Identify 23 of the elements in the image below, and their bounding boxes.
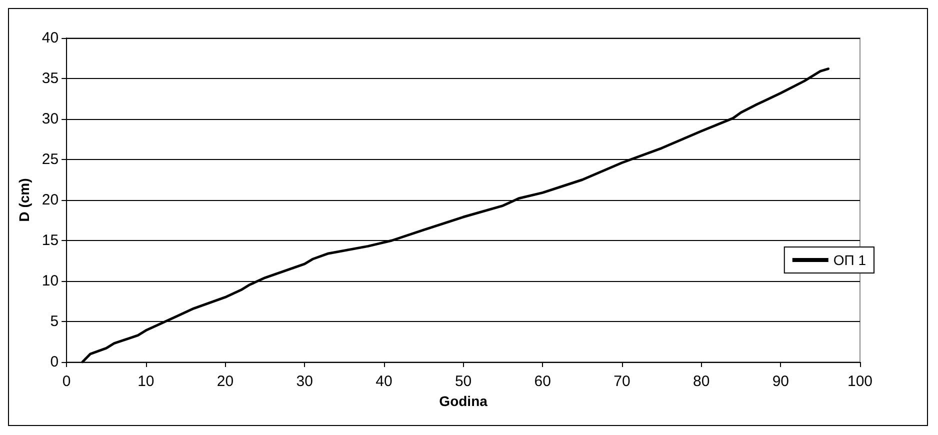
y-tick-label: 0	[50, 354, 59, 370]
y-axis-title: D (cm)	[16, 178, 32, 222]
x-tick-label: 60	[534, 373, 551, 390]
x-tick-label: 0	[62, 373, 71, 390]
y-tick-label: 30	[42, 110, 59, 128]
y-tick-label: 5	[50, 313, 59, 330]
x-tick-label: 40	[376, 373, 392, 390]
x-tick-label: 90	[772, 373, 789, 390]
x-tick-label: 20	[216, 373, 234, 390]
y-tick-label: 10	[42, 272, 59, 290]
x-tick-label: 50	[454, 373, 472, 390]
y-tick-label: 40	[42, 30, 59, 46]
x-tick-label: 70	[614, 373, 630, 390]
x-axis-title: Godina	[439, 393, 488, 409]
y-tick-label: 25	[42, 151, 59, 168]
x-tick-label: 30	[296, 373, 313, 390]
x-tick-label: 10	[138, 373, 154, 390]
x-tick-label: 100	[847, 373, 873, 390]
y-tick-label: 15	[42, 232, 59, 249]
legend-label: ОП 1	[833, 252, 866, 268]
y-tick-label: 20	[42, 192, 59, 208]
x-tick-label: 80	[692, 373, 710, 390]
y-tick-label: 35	[42, 70, 59, 87]
